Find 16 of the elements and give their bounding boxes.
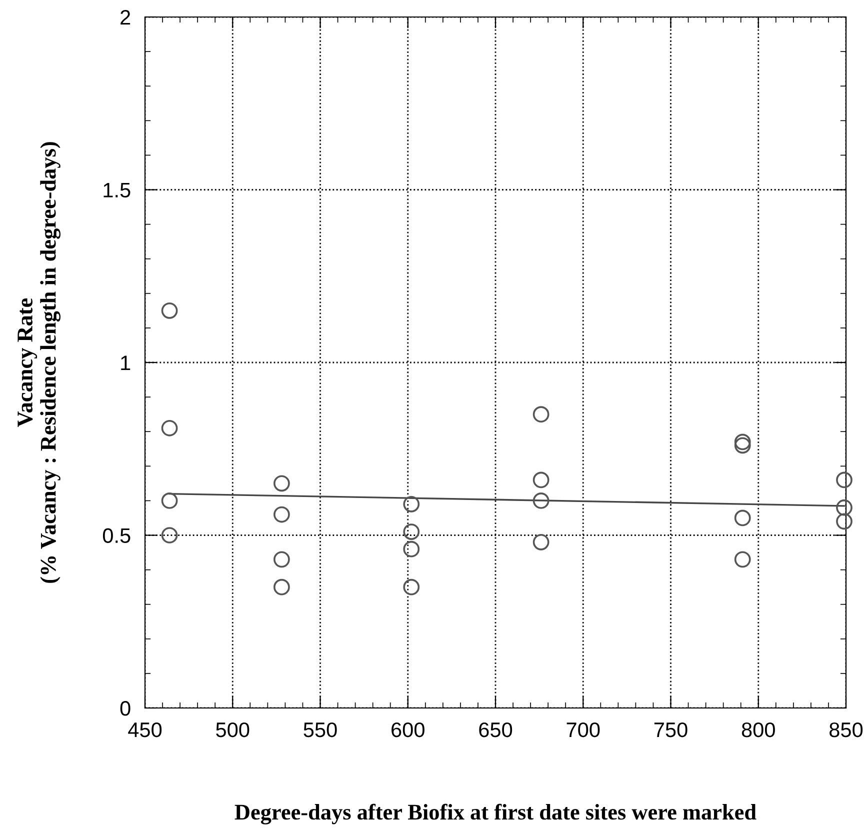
y-tick-label: 0 [120,701,130,716]
x-tick-label: 650 [479,722,512,738]
x-tick-label: 850 [830,722,863,738]
y-tick-label: 1 [121,356,130,370]
x-tick-label: 750 [654,722,688,738]
x-tick-label: 700 [566,722,600,738]
y-tick-label: 2 [120,10,130,25]
x-tick-label: 600 [392,722,424,738]
x-axis-title: Degree-days after Biofix at first date sites were marked [234,804,756,824]
y-axis-title: Vacancy Rate (% Vacancy : Residence length in degree-days) [18,142,60,583]
x-tick-label: 450 [128,722,162,738]
x-tick-label: 800 [742,722,775,738]
x-tick-label: 550 [304,722,337,738]
y-tick-label: 0.5 [102,528,130,544]
y-tick-label: 1.5 [104,182,130,198]
x-tick-label: 500 [216,722,250,738]
